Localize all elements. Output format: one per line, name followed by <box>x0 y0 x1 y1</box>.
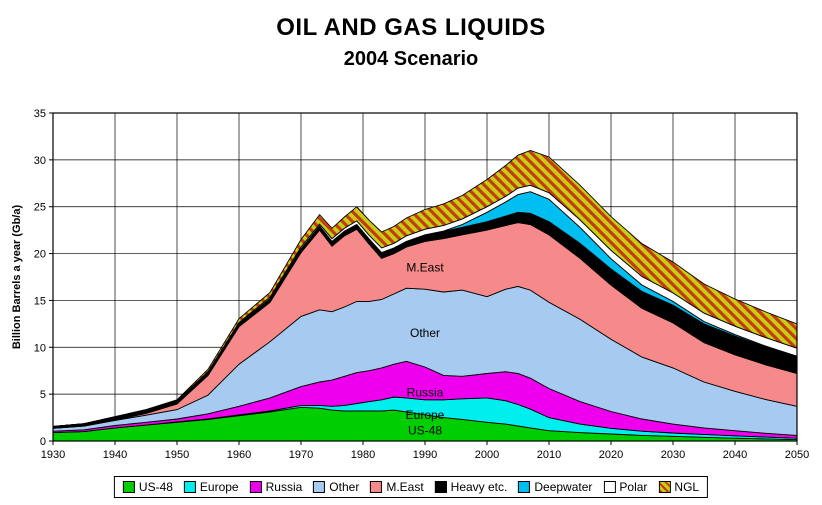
chart-title-block: OIL AND GAS LIQUIDS 2004 Scenario <box>0 14 822 71</box>
x-tick-label: 1990 <box>413 449 437 461</box>
legend-item-us-48: US-48 <box>122 480 173 494</box>
x-tick-label: 2040 <box>723 449 747 461</box>
x-tick-label: 2030 <box>661 449 685 461</box>
legend-swatch-us-48 <box>122 481 135 493</box>
legend-label-heavy-etc: Heavy etc. <box>450 480 508 494</box>
y-tick-label: 0 <box>40 436 46 448</box>
legend-label-europe: Europe <box>199 480 239 494</box>
legend-item-ngl: NGL <box>658 480 699 494</box>
legend-label-russia: Russia <box>265 480 303 494</box>
region-label-us-48: US-48 <box>408 424 442 438</box>
y-tick-label: 5 <box>40 389 46 401</box>
y-tick-label: 30 <box>34 155 46 167</box>
y-tick-label: 25 <box>34 202 46 214</box>
legend-item-other: Other <box>313 480 359 494</box>
y-tick-label: 15 <box>34 295 46 307</box>
region-label-m-east: M.East <box>406 261 444 275</box>
region-label-other: Other <box>410 326 440 340</box>
legend-item-deepwater: Deepwater <box>518 480 592 494</box>
x-tick-label: 2050 <box>785 449 809 461</box>
legend-swatch-ngl <box>658 481 671 493</box>
legend-label-us-48: US-48 <box>138 480 173 494</box>
legend-swatch-m-east <box>370 481 383 493</box>
legend-label-other: Other <box>329 480 360 494</box>
legend-label-polar: Polar <box>619 480 648 494</box>
y-axis-label: Billion Barrels a year (Gb/a) <box>11 205 23 350</box>
y-tick-label: 35 <box>34 108 46 120</box>
x-tick-label: 1960 <box>227 449 251 461</box>
x-tick-label: 1930 <box>41 449 65 461</box>
x-tick-label: 2000 <box>475 449 499 461</box>
chart-legend: US-48 Europe Russia Other M.East Heavy etc. De… <box>113 476 709 498</box>
legend-swatch-europe <box>183 481 196 493</box>
region-label-russia: Russia <box>407 385 444 399</box>
legend-label-m-east: M.East <box>386 480 424 494</box>
legend-item-polar: Polar <box>603 480 647 494</box>
legend-item-russia: Russia <box>249 480 303 494</box>
x-tick-label: 2010 <box>537 449 561 461</box>
x-tick-label: 1970 <box>289 449 313 461</box>
chart-subtitle: 2004 Scenario <box>343 48 479 70</box>
x-tick-label: 2020 <box>599 449 623 461</box>
chart-title: OIL AND GAS LIQUIDS <box>276 14 546 41</box>
legend-swatch-heavy-etc <box>434 481 447 493</box>
x-tick-label: 1980 <box>351 449 375 461</box>
y-tick-label: 10 <box>34 342 46 354</box>
x-tick-label: 1940 <box>103 449 127 461</box>
legend-swatch-other <box>313 481 326 493</box>
legend-label-deepwater: Deepwater <box>534 480 593 494</box>
legend-item-m-east: M.East <box>370 480 424 494</box>
y-tick-label: 20 <box>34 249 46 261</box>
legend-item-heavy-etc: Heavy etc. <box>434 480 508 494</box>
legend-label-ngl: NGL <box>674 480 700 494</box>
legend-swatch-deepwater <box>518 481 531 493</box>
axes: 1930 1940 1950 1960 1970 1980 1990 2000 2010 2020… <box>34 108 809 461</box>
region-label-europe: Europe <box>406 408 445 422</box>
legend-item-europe: Europe <box>183 480 239 494</box>
legend-swatch-polar <box>603 481 616 493</box>
legend-swatch-russia <box>249 481 262 493</box>
x-tick-label: 1950 <box>165 449 189 461</box>
